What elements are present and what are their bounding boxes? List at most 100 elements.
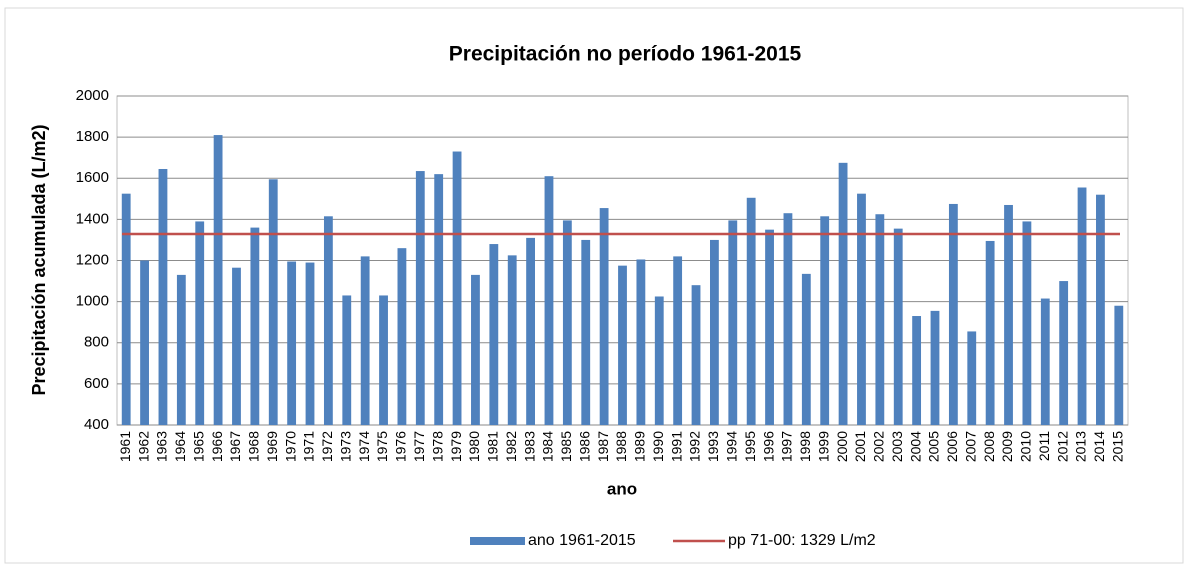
y-tick-label: 800 xyxy=(84,334,109,351)
x-tick-label: 1999 xyxy=(815,431,831,462)
x-tick-label: 1993 xyxy=(705,431,721,462)
x-tick-label: 1963 xyxy=(154,431,170,462)
bar xyxy=(158,168,168,425)
x-tick-label: 1978 xyxy=(429,431,445,462)
x-tick-label: 1989 xyxy=(632,431,648,462)
bar xyxy=(434,174,444,425)
x-tick-label: 1991 xyxy=(668,431,684,462)
x-tick-label: 2008 xyxy=(981,431,997,462)
bar xyxy=(985,240,995,425)
bar xyxy=(765,229,774,425)
bar xyxy=(838,162,848,425)
bar xyxy=(893,228,903,425)
bar xyxy=(268,179,278,425)
x-tick-label: 1975 xyxy=(374,431,390,462)
x-tick-label: 2011 xyxy=(1036,431,1052,461)
x-tick-label: 2012 xyxy=(1054,431,1070,462)
bar xyxy=(875,214,885,425)
x-tick-label: 1966 xyxy=(209,431,225,462)
x-tick-label: 1972 xyxy=(319,431,335,462)
x-tick-label: 2000 xyxy=(834,431,850,462)
bar xyxy=(379,295,388,425)
x-tick-label: 1970 xyxy=(282,431,298,462)
x-tick-label: 1962 xyxy=(135,431,151,462)
bar xyxy=(452,151,462,426)
bar xyxy=(305,262,315,425)
x-tick-label: 1998 xyxy=(797,431,813,462)
bar xyxy=(783,213,793,425)
x-tick-label: 1964 xyxy=(172,431,188,462)
x-tick-label: 1987 xyxy=(595,431,611,462)
x-tick-label: 1995 xyxy=(742,431,758,462)
x-tick-label: 2001 xyxy=(852,431,868,462)
x-tick-label: 1980 xyxy=(466,431,482,462)
bar xyxy=(1059,281,1069,425)
x-tick-label: 1979 xyxy=(448,431,464,462)
x-tick-label: 1969 xyxy=(264,431,280,462)
y-tick-label: 1000 xyxy=(76,293,109,310)
bar xyxy=(471,274,480,425)
bar xyxy=(948,203,958,425)
x-tick-label: 1986 xyxy=(576,431,592,462)
x-tick-label: 1977 xyxy=(411,431,427,462)
bar xyxy=(857,193,866,425)
bar xyxy=(544,176,554,425)
x-tick-label: 2013 xyxy=(1073,431,1089,462)
bar xyxy=(213,135,223,425)
x-tick-label: 1973 xyxy=(337,431,353,462)
x-tick-label: 1990 xyxy=(650,431,666,462)
x-tick-label: 1982 xyxy=(503,431,519,462)
bar xyxy=(342,295,352,425)
bar xyxy=(397,248,407,425)
bar xyxy=(820,216,830,425)
legend-label: pp 71-00: 1329 L/m2 xyxy=(728,532,876,549)
x-tick-label: 1988 xyxy=(613,431,629,462)
bar xyxy=(967,331,977,425)
bar xyxy=(1022,221,1032,425)
x-tick-label: 1974 xyxy=(356,431,372,462)
x-tick-label: 1994 xyxy=(723,431,739,462)
y-tick-label: 1600 xyxy=(76,169,109,186)
x-tick-label: 2005 xyxy=(926,431,942,462)
x-tick-label: 1981 xyxy=(485,431,501,462)
bar xyxy=(691,285,701,425)
legend-label: ano 1961-2015 xyxy=(528,532,636,549)
bar xyxy=(140,260,149,425)
y-tick-label: 1400 xyxy=(76,210,109,227)
bar xyxy=(250,227,260,425)
bar xyxy=(912,316,922,425)
x-tick-label: 1984 xyxy=(540,431,556,462)
x-tick-label: 2007 xyxy=(962,431,978,462)
bar xyxy=(323,216,333,425)
bar xyxy=(526,237,536,425)
bar xyxy=(360,256,370,425)
bar xyxy=(1077,187,1087,425)
bar xyxy=(746,197,756,425)
bar xyxy=(1040,298,1050,425)
legend-swatch xyxy=(470,537,525,545)
bar xyxy=(195,221,205,425)
bar xyxy=(618,265,627,425)
bar xyxy=(654,296,664,425)
bar xyxy=(1004,204,1013,425)
x-tick-label: 1965 xyxy=(190,431,206,462)
bar xyxy=(489,244,499,425)
y-tick-label: 1800 xyxy=(76,128,109,145)
x-tick-label: 2004 xyxy=(907,431,923,462)
y-tick-label: 400 xyxy=(84,416,109,433)
bar xyxy=(673,256,683,425)
x-tick-label: 1967 xyxy=(227,431,243,462)
x-tick-label: 1961 xyxy=(117,431,133,462)
bar xyxy=(1114,305,1124,425)
x-tick-label: 1971 xyxy=(301,431,317,462)
bar xyxy=(930,310,940,425)
bar xyxy=(581,239,591,425)
bar xyxy=(709,239,719,425)
x-tick-label: 2015 xyxy=(1110,431,1126,462)
x-tick-label: 2006 xyxy=(944,431,960,462)
bar xyxy=(728,220,738,425)
x-tick-label: 2014 xyxy=(1091,431,1107,462)
bar xyxy=(287,261,297,425)
chart-title: Precipitación no período 1961-2015 xyxy=(449,43,802,66)
